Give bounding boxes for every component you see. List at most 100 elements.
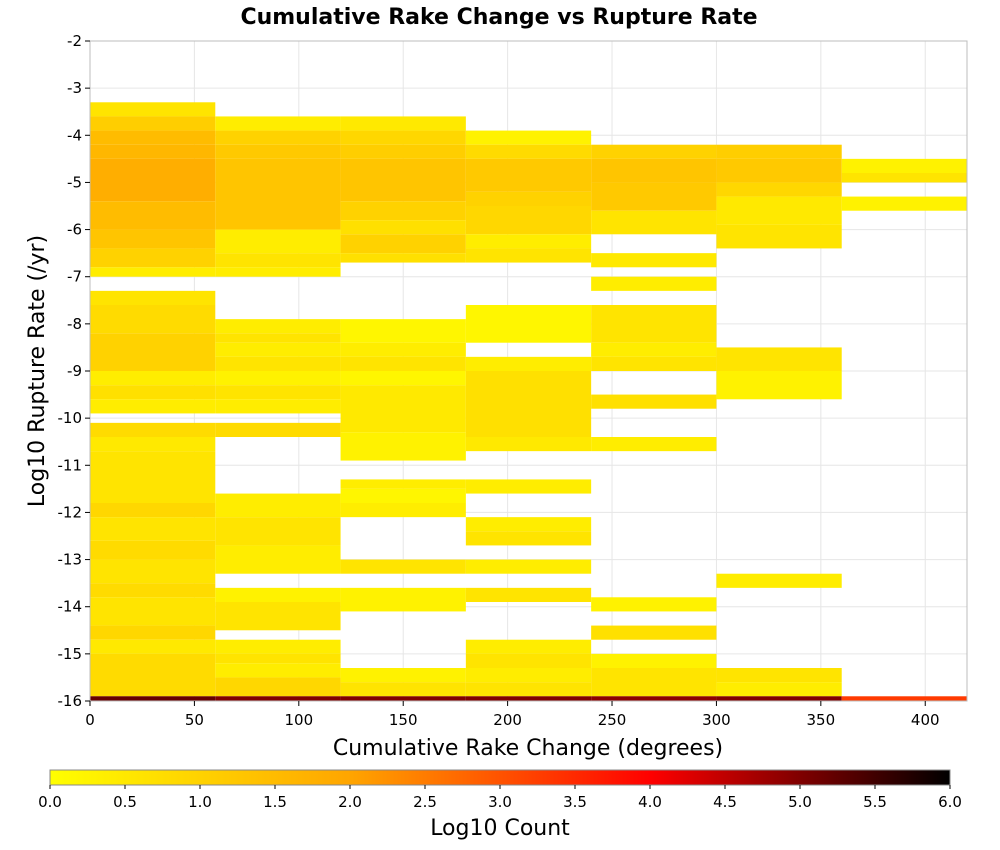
colorbar-label: Log10 Count xyxy=(430,816,570,841)
heatmap-cell xyxy=(340,158,466,202)
heatmap-cell xyxy=(340,559,466,574)
y-tick-label: -7 xyxy=(67,268,82,286)
heatmap-cell xyxy=(90,248,216,268)
heatmap-cell xyxy=(90,559,216,584)
heatmap-cell xyxy=(90,625,216,640)
y-tick-label: -2 xyxy=(67,32,82,50)
heatmap-cell xyxy=(340,432,466,461)
heatmap-cell xyxy=(90,451,216,503)
heatmap-cell xyxy=(90,399,216,414)
heatmap-cell xyxy=(591,394,717,409)
heatmap-cell xyxy=(340,385,466,433)
x-axis-label: Cumulative Rake Change (degrees) xyxy=(333,736,723,761)
heatmap-cell xyxy=(90,305,216,334)
x-tick-label: 0 xyxy=(85,711,95,729)
x-tick-label: 400 xyxy=(911,711,940,729)
colorbar-tick-label: 1.5 xyxy=(263,793,287,811)
heatmap-cell xyxy=(465,559,592,574)
heatmap-cell xyxy=(591,210,717,235)
heatmap-cell xyxy=(465,437,592,452)
heatmap-cell xyxy=(90,639,216,654)
colorbar-tick-label: 5.5 xyxy=(863,793,887,811)
heatmap-cell xyxy=(340,479,466,489)
heatmap-cell xyxy=(90,422,216,437)
heatmap-cell xyxy=(90,144,216,159)
heatmap-cell xyxy=(465,158,592,192)
heatmap-cell xyxy=(215,356,341,371)
heatmap-cell xyxy=(465,191,592,206)
heatmap-cell xyxy=(716,347,842,371)
y-tick-label: -9 xyxy=(67,362,82,380)
heatmap-cell xyxy=(340,234,466,254)
heatmap-cell xyxy=(90,517,216,541)
x-tick-label: 50 xyxy=(185,711,204,729)
heatmap-cell xyxy=(591,144,717,159)
heatmap-cell xyxy=(90,385,216,400)
heatmap-cell xyxy=(465,371,592,437)
colorbar-tick-label: 1.0 xyxy=(188,793,212,811)
x-tick-label: 100 xyxy=(284,711,313,729)
heatmap-cell xyxy=(215,144,341,159)
heatmap-cell xyxy=(340,356,466,371)
heatmap-cell xyxy=(716,144,842,159)
y-tick-label: -6 xyxy=(67,221,82,239)
heatmap-cell xyxy=(340,587,466,612)
heatmap-cell xyxy=(465,248,592,263)
colorbar-tick-label: 5.0 xyxy=(788,793,812,811)
heatmap-cell xyxy=(90,653,216,697)
heatmap-cell xyxy=(340,371,466,386)
heatmap-cell xyxy=(716,573,842,588)
heatmap-cell xyxy=(215,663,341,678)
heatmap-cell xyxy=(215,116,341,131)
heatmap-cell xyxy=(340,668,466,683)
heatmap-cell xyxy=(90,597,216,626)
heatmap-cell xyxy=(215,342,341,357)
heatmap-cell xyxy=(465,653,592,668)
heatmap-cell xyxy=(215,696,341,701)
y-tick-label: -4 xyxy=(67,126,82,144)
heatmap-cell xyxy=(340,130,466,145)
heatmap-cell xyxy=(465,144,592,159)
heatmap-cell xyxy=(90,437,216,452)
heatmap-cell xyxy=(465,479,592,494)
heatmap-cell xyxy=(591,668,717,697)
heatmap-cell xyxy=(716,696,842,701)
heatmap-cell xyxy=(90,540,216,560)
y-tick-label: -11 xyxy=(58,456,83,474)
colorbar-tick-label: 0.0 xyxy=(38,793,62,811)
heatmap-cells xyxy=(90,102,967,701)
heatmap-cell xyxy=(215,639,341,654)
x-tick-label: 300 xyxy=(702,711,731,729)
heatmap-cell xyxy=(465,639,592,654)
chart-title: Cumulative Rake Change vs Rupture Rate xyxy=(240,5,757,30)
heatmap-cell xyxy=(465,517,592,532)
heatmap-cell xyxy=(90,158,216,202)
heatmap-cell xyxy=(90,583,216,598)
y-tick-label: -12 xyxy=(58,503,83,521)
heatmap-cell xyxy=(465,356,592,371)
heatmap-cell xyxy=(215,267,341,277)
heatmap-cell xyxy=(215,422,341,437)
heatmap-cell xyxy=(215,493,341,518)
heatmap-cell xyxy=(841,696,967,701)
colorbar-ticks: 0.0 0.5 1.0 1.5 2.0 2.5 3.0 3.5 4.0 4.5 5.0 5.5 6.0 xyxy=(38,785,962,811)
heatmap-cell xyxy=(340,682,466,697)
heatmap-cell xyxy=(340,144,466,159)
heatmap-cell xyxy=(591,253,717,268)
heatmap-cell xyxy=(215,229,341,254)
heatmap-cell xyxy=(90,333,216,371)
heatmap-cell xyxy=(716,196,842,225)
heatmap-cell xyxy=(90,201,216,230)
colorbar-tick-label: 4.0 xyxy=(638,793,662,811)
heatmap-cell xyxy=(90,696,216,701)
heatmap-cell xyxy=(465,234,592,249)
heatmap-cell xyxy=(90,116,216,131)
colorbar-tick-label: 3.0 xyxy=(488,793,512,811)
heatmap-cell xyxy=(90,371,216,386)
heatmap-cell xyxy=(716,682,842,697)
heatmap-cell xyxy=(465,696,592,701)
heatmap-cell xyxy=(340,488,466,503)
colorbar-tick-label: 3.5 xyxy=(563,793,587,811)
heatmap-cell xyxy=(215,399,341,414)
